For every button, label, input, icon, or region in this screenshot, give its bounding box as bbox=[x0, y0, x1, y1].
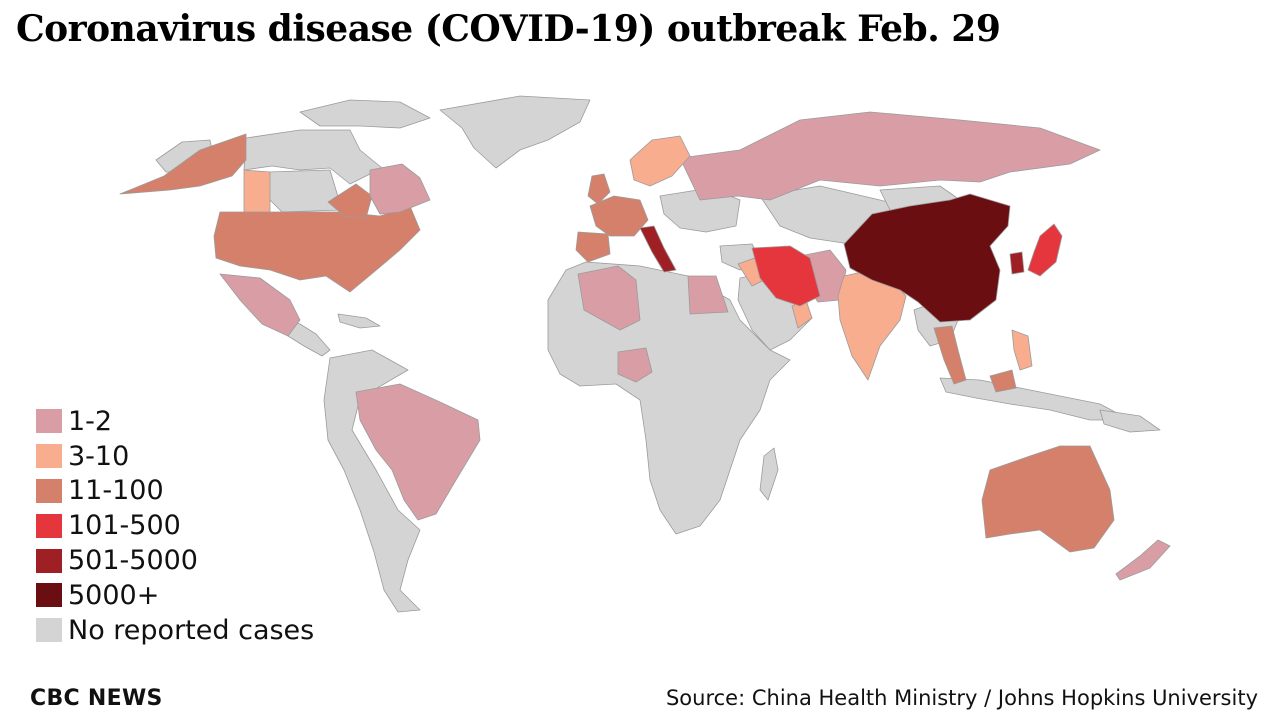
map-title: Coronavirus disease (COVID-19) outbreak … bbox=[16, 8, 1001, 50]
papua bbox=[1099, 409, 1161, 433]
canada-prairies bbox=[267, 169, 343, 213]
malaysia-borneo bbox=[989, 369, 1017, 393]
regions-11-100 bbox=[119, 133, 1115, 553]
legend-swatch bbox=[36, 409, 62, 434]
australia bbox=[981, 445, 1115, 553]
regions-501-5000 bbox=[639, 225, 1025, 275]
brazil bbox=[355, 383, 481, 521]
legend-swatch bbox=[36, 618, 62, 643]
china bbox=[843, 193, 1011, 323]
regions-5000-plus bbox=[843, 193, 1011, 323]
south-korea bbox=[1009, 251, 1025, 275]
legend-swatch bbox=[36, 444, 62, 469]
legend-label: 3-10 bbox=[68, 440, 130, 472]
canada-ontario bbox=[327, 183, 373, 219]
legend-label: 5000+ bbox=[68, 579, 160, 611]
source-credit: Source: China Health Ministry / Johns Ho… bbox=[665, 686, 1258, 710]
uk bbox=[587, 173, 611, 205]
legend-item: 501-5000 bbox=[36, 543, 314, 578]
legend-item: 101-500 bbox=[36, 508, 314, 543]
legend-item: 5000+ bbox=[36, 578, 314, 613]
brand-label: CBC NEWS bbox=[30, 686, 163, 711]
legend-item: 3-10 bbox=[36, 439, 314, 474]
italy bbox=[639, 225, 677, 273]
caribbean bbox=[337, 313, 381, 329]
egypt bbox=[687, 275, 729, 315]
japan bbox=[1027, 223, 1063, 277]
canada-alberta bbox=[243, 169, 271, 213]
new-zealand bbox=[1115, 539, 1171, 581]
legend-item: No reported cases bbox=[36, 613, 314, 648]
spain bbox=[575, 231, 611, 263]
legend-item: 11-100 bbox=[36, 474, 314, 509]
mexico bbox=[219, 273, 301, 337]
scandinavia bbox=[629, 135, 691, 187]
canada-arctic-islands bbox=[299, 99, 431, 129]
nigeria bbox=[617, 347, 653, 383]
thailand-malaysia bbox=[933, 325, 967, 385]
legend-label: 11-100 bbox=[68, 475, 164, 507]
legend-item: 1-2 bbox=[36, 404, 314, 439]
algeria bbox=[577, 265, 641, 331]
legend-swatch bbox=[36, 478, 62, 503]
legend-label: 1-2 bbox=[68, 405, 113, 437]
legend-label: 501-5000 bbox=[68, 545, 198, 577]
map-legend: 1-2 3-10 11-100 101-500 501-5000 5000+ N… bbox=[36, 404, 314, 648]
iran bbox=[751, 245, 821, 307]
regions-1-2 bbox=[219, 111, 1171, 581]
legend-swatch bbox=[36, 548, 62, 573]
regions-3-10 bbox=[243, 135, 1033, 381]
canada-quebec bbox=[369, 163, 431, 215]
legend-label: 101-500 bbox=[68, 510, 181, 542]
russia bbox=[679, 111, 1101, 201]
legend-label: No reported cases bbox=[68, 614, 315, 646]
greenland bbox=[439, 95, 591, 169]
philippines bbox=[1011, 329, 1033, 371]
legend-swatch bbox=[36, 583, 62, 608]
madagascar bbox=[759, 447, 779, 501]
legend-swatch bbox=[36, 513, 62, 538]
regions-101-500 bbox=[751, 223, 1063, 307]
alaska bbox=[119, 133, 247, 195]
canada-north bbox=[243, 129, 383, 185]
